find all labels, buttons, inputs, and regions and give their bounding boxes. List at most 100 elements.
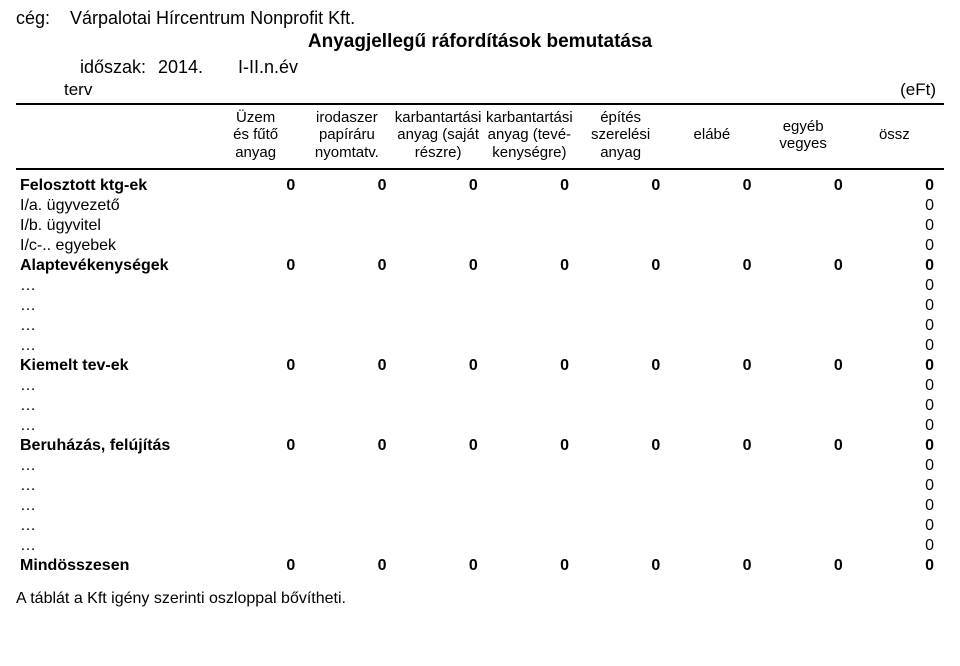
row-label: …	[20, 497, 210, 515]
page-title: Anyagjellegű ráfordítások bemutatása	[16, 31, 944, 53]
cell: 0	[849, 237, 940, 255]
table-row: I/c-.. egyebek0	[16, 236, 944, 256]
period-row: időszak: 2014. I-II.n.év	[16, 57, 944, 78]
cell: 0	[484, 557, 575, 575]
cell: 0	[849, 497, 940, 515]
company-label: cég:	[16, 8, 70, 29]
cell: 0	[210, 257, 301, 275]
table-row: …0	[16, 496, 944, 516]
cell: 0	[393, 257, 484, 275]
cell: 0	[758, 177, 849, 195]
table-row: …0	[16, 276, 944, 296]
table-row: Felosztott ktg-ek00000000	[16, 176, 944, 196]
col-header-3: karbantartásianyag (tevé-kenységre)	[484, 109, 575, 161]
table-row: …0	[16, 516, 944, 536]
cell: 0	[849, 417, 940, 435]
cell: 0	[758, 557, 849, 575]
cell: 0	[849, 397, 940, 415]
row-label: Mindösszesen	[20, 557, 210, 575]
row-label: I/b. ügyvitel	[20, 217, 210, 235]
column-headers: Üzemés fűtőanyag irodaszerpapírárunyomta…	[16, 105, 944, 165]
col-header-6: egyébvegyes	[758, 118, 849, 153]
cell: 0	[393, 357, 484, 375]
table-row: …0	[16, 396, 944, 416]
cell: 0	[758, 357, 849, 375]
cell: 0	[849, 197, 940, 215]
plan-row: terv (eFt)	[16, 80, 944, 100]
table-row: Kiemelt tev-ek00000000	[16, 356, 944, 376]
cell: 0	[575, 357, 666, 375]
table-row: …0	[16, 416, 944, 436]
table-row: Beruházás, felújítás00000000	[16, 436, 944, 456]
row-label: Felosztott ktg-ek	[20, 177, 210, 195]
table-row: …0	[16, 336, 944, 356]
col-header-2: karbantartásianyag (sajátrészre)	[393, 109, 484, 161]
cell: 0	[849, 377, 940, 395]
row-label: …	[20, 317, 210, 335]
cell: 0	[301, 357, 392, 375]
col-header-7: össz	[849, 126, 940, 143]
cell: 0	[849, 257, 940, 275]
cell: 0	[849, 437, 940, 455]
footer-note: A táblát a Kft igény szerinti oszloppal …	[16, 590, 944, 608]
cell: 0	[210, 177, 301, 195]
cell: 0	[849, 477, 940, 495]
cell: 0	[849, 217, 940, 235]
cell: 0	[210, 557, 301, 575]
table-row: …0	[16, 476, 944, 496]
row-label: …	[20, 377, 210, 395]
cell: 0	[301, 437, 392, 455]
cell: 0	[666, 437, 757, 455]
row-label: …	[20, 277, 210, 295]
cell: 0	[484, 177, 575, 195]
row-label: …	[20, 477, 210, 495]
cell: 0	[849, 277, 940, 295]
cell: 0	[666, 557, 757, 575]
cell: 0	[393, 437, 484, 455]
cell: 0	[575, 557, 666, 575]
cell: 0	[484, 357, 575, 375]
table-row: I/b. ügyvitel 0	[16, 216, 944, 236]
cell: 0	[666, 177, 757, 195]
table-row: …0	[16, 376, 944, 396]
row-label: …	[20, 417, 210, 435]
row-label: …	[20, 457, 210, 475]
row-label: I/a. ügyvezető	[20, 197, 210, 215]
cell: 0	[210, 437, 301, 455]
cell: 0	[301, 177, 392, 195]
period-label: időszak:	[16, 57, 158, 78]
cell: 0	[575, 437, 666, 455]
cell: 0	[849, 537, 940, 555]
cell: 0	[301, 557, 392, 575]
cell: 0	[575, 257, 666, 275]
cell: 0	[210, 357, 301, 375]
cell: 0	[849, 457, 940, 475]
cell: 0	[849, 357, 940, 375]
row-label: Alaptevékenységek	[20, 257, 210, 275]
row-label: Beruházás, felújítás	[20, 437, 210, 455]
company-row: cég: Várpalotai Hírcentrum Nonprofit Kft…	[16, 8, 944, 29]
col-header-1: irodaszerpapírárunyomtatv.	[301, 109, 392, 161]
row-label: …	[20, 517, 210, 535]
table-row: Mindösszesen00000000	[16, 556, 944, 576]
table-row: …0	[16, 456, 944, 476]
header-rule-bottom	[16, 168, 944, 170]
cell: 0	[484, 257, 575, 275]
period-span: I-II.n.év	[238, 57, 298, 78]
cell: 0	[666, 357, 757, 375]
cell: 0	[849, 337, 940, 355]
page: cég: Várpalotai Hírcentrum Nonprofit Kft…	[0, 0, 960, 624]
table-row: …0	[16, 296, 944, 316]
company-name: Várpalotai Hírcentrum Nonprofit Kft.	[70, 8, 944, 29]
col-header-4: építésszerelésianyag	[575, 109, 666, 161]
cell: 0	[393, 557, 484, 575]
row-label: …	[20, 297, 210, 315]
plan-label: terv	[16, 80, 168, 100]
cell: 0	[666, 257, 757, 275]
row-label: …	[20, 337, 210, 355]
cell: 0	[758, 257, 849, 275]
cell: 0	[849, 517, 940, 535]
cell: 0	[393, 177, 484, 195]
cell: 0	[758, 437, 849, 455]
row-label: Kiemelt tev-ek	[20, 357, 210, 375]
